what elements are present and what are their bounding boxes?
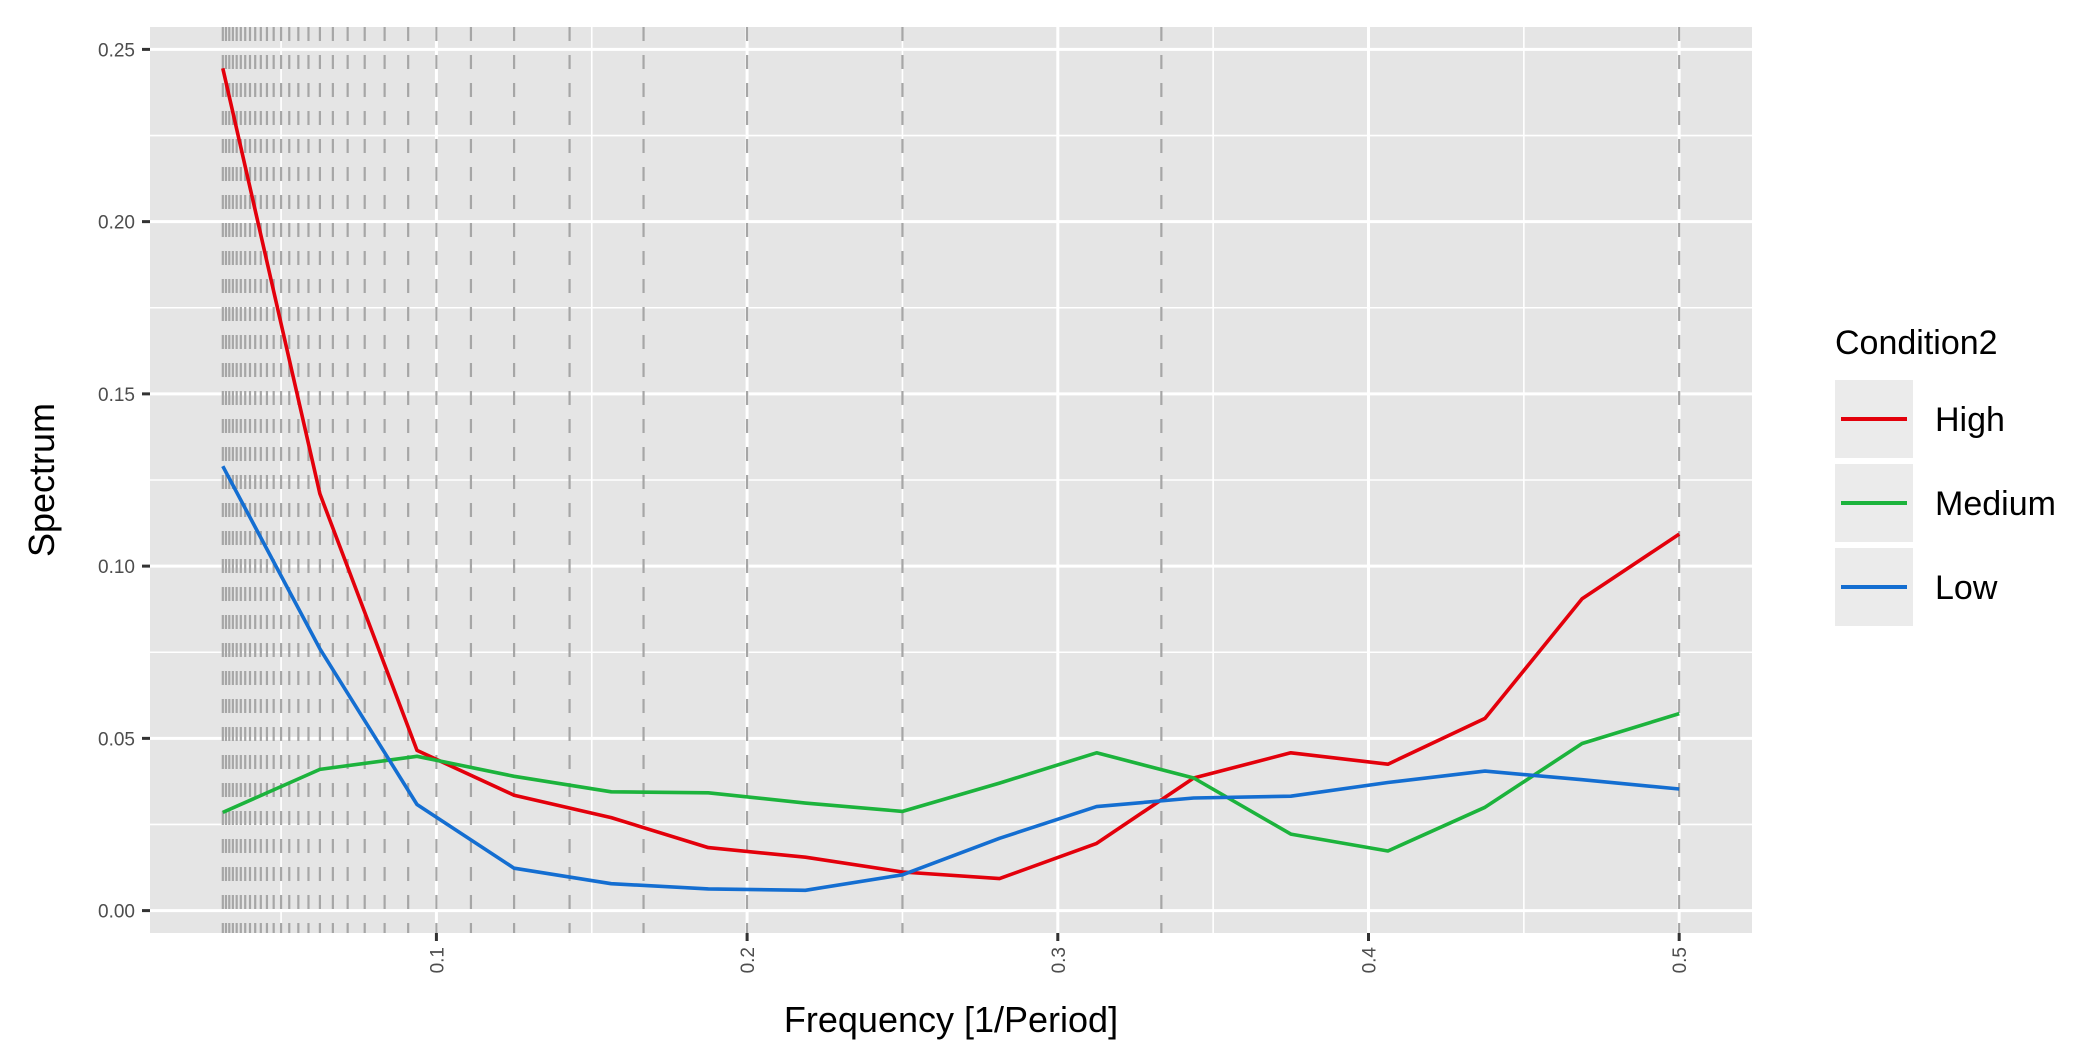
y-tick-label: 0.00	[98, 902, 135, 923]
y-tick-label: 0.10	[98, 557, 135, 578]
series-line-medium	[222, 711, 1680, 853]
x-axis: 0.1 0.2 0.3 0.4 0.5	[427, 933, 1691, 973]
x-tick-label: 0.5	[1670, 947, 1691, 973]
x-tick-label: 0.2	[738, 947, 759, 973]
series-line-low	[221, 465, 1680, 893]
legend-title: Condition2	[1835, 324, 1998, 362]
series-line-high	[221, 67, 1681, 881]
y-tick-label: 0.25	[98, 40, 135, 61]
x-tick-label: 0.3	[1049, 947, 1070, 973]
legend-item-low: Low	[1835, 548, 1998, 626]
y-axis-title: Spectrum	[21, 403, 62, 557]
x-tick-label: 0.1	[427, 947, 448, 973]
y-tick-label: 0.20	[98, 213, 135, 234]
legend-label: Medium	[1935, 485, 2056, 523]
legend-label: High	[1935, 401, 2005, 439]
legend-item-medium: Medium	[1835, 464, 2056, 542]
y-tick-label: 0.05	[98, 729, 135, 750]
series-lines	[221, 67, 1681, 893]
legend: Condition2 High Medium Low	[1835, 324, 2056, 626]
x-tick-label: 0.4	[1359, 947, 1380, 974]
y-axis: 0.00 0.05 0.10 0.15 0.20 0.25	[98, 40, 150, 923]
y-tick-label: 0.15	[98, 385, 135, 406]
legend-item-high: High	[1835, 380, 2005, 458]
x-axis-title: Frequency [1/Period]	[784, 999, 1118, 1040]
legend-label: Low	[1935, 569, 1998, 607]
reference-lines	[221, 27, 1681, 933]
legend-items: High Medium Low	[1835, 380, 2056, 626]
